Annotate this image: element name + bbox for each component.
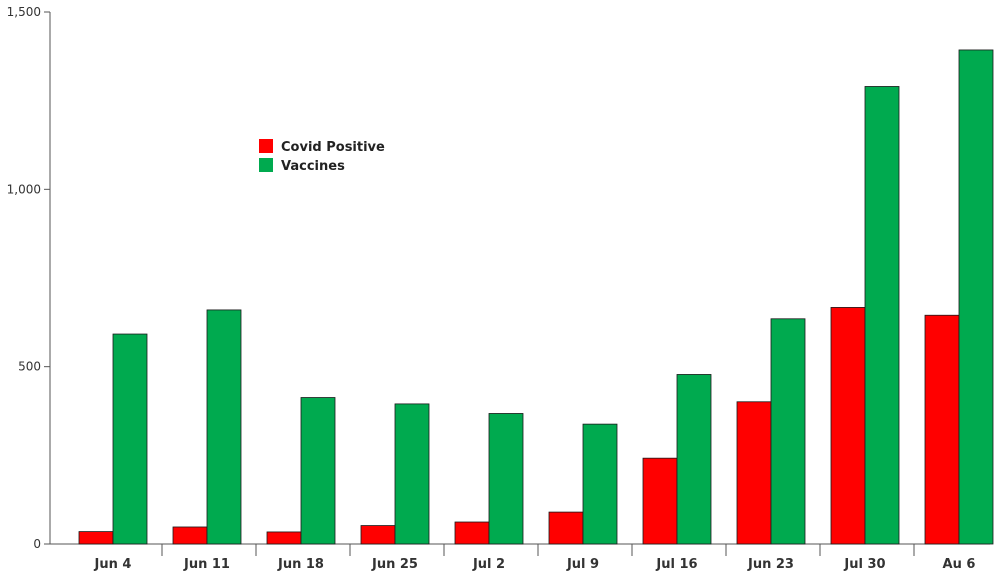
bar-vaccines xyxy=(206,309,242,545)
y-tick-label: 500 xyxy=(18,360,41,374)
bar-covid-positive xyxy=(924,314,960,545)
bar-vaccines xyxy=(770,318,806,545)
bars-group xyxy=(78,49,994,545)
y-tick-label: 0 xyxy=(33,537,41,551)
x-axis: Jun 4 Jun 11 Jun 18 Jun 25 Jul 2 Jul 9 Jul 16 J… xyxy=(50,543,990,572)
bar-covid-positive xyxy=(360,525,396,545)
x-tick-label: Au 6 xyxy=(943,557,976,572)
y-tick-label: 1,500 xyxy=(7,5,41,19)
bar-covid-positive xyxy=(454,521,490,545)
x-tick-label: Jun 25 xyxy=(371,557,418,572)
x-tick-label: Jun 11 xyxy=(183,557,230,572)
legend-swatch xyxy=(259,158,273,172)
bar-covid-positive xyxy=(736,401,772,545)
x-tick-label: Jul 9 xyxy=(566,557,599,572)
x-tick-label: Jun 4 xyxy=(94,557,132,572)
x-tick-label: Jun 18 xyxy=(277,557,324,572)
bar-vaccines xyxy=(958,49,994,545)
legend-label: Covid Positive xyxy=(281,140,385,155)
bar-vaccines xyxy=(300,397,336,545)
legend-swatch xyxy=(259,139,273,153)
bar-covid-positive xyxy=(78,531,114,545)
bar-covid-positive xyxy=(642,457,678,545)
bar-vaccines xyxy=(488,413,524,545)
x-tick-label: Jul 30 xyxy=(843,557,885,572)
x-tick-label: Jul 16 xyxy=(655,557,697,572)
x-tick-label: Jul 2 xyxy=(472,557,505,572)
legend-label: Vaccines xyxy=(281,159,345,174)
legend: Covid Positive Vaccines xyxy=(259,139,385,174)
bar-covid-positive xyxy=(830,307,866,545)
bar-covid-positive xyxy=(266,531,302,545)
bar-covid-positive xyxy=(548,511,584,545)
bar-vaccines xyxy=(394,403,430,545)
bar-vaccines xyxy=(864,86,900,545)
bar-vaccines xyxy=(112,333,148,545)
y-tick-label: 1,000 xyxy=(7,182,41,196)
bar-covid-positive xyxy=(172,526,208,545)
y-axis: 0 500 1,000 1,500 xyxy=(7,5,51,551)
bar-vaccines xyxy=(676,374,712,545)
x-tick-label: Jun 23 xyxy=(747,557,794,572)
bar-vaccines xyxy=(582,423,618,545)
